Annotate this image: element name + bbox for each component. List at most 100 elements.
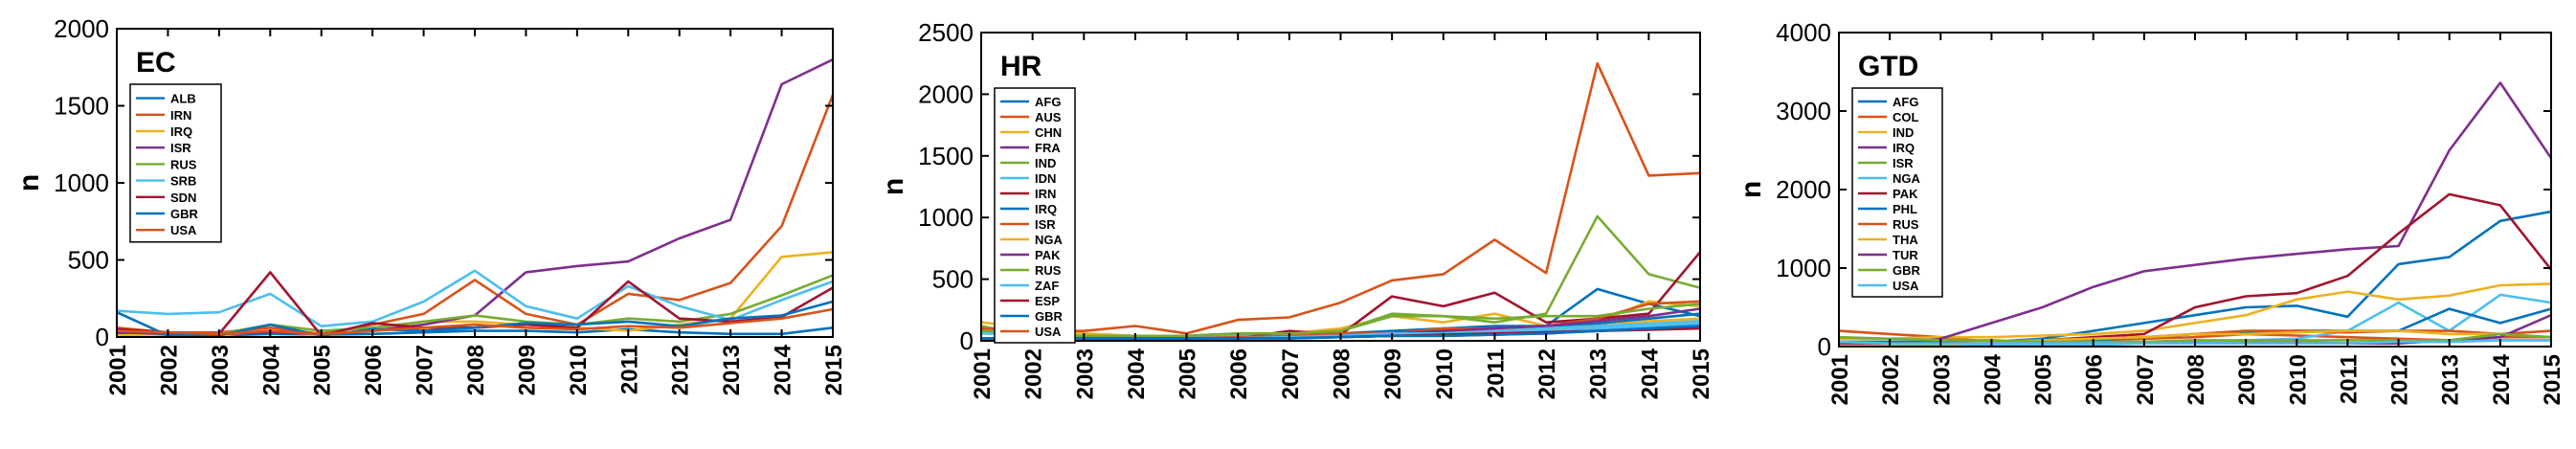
series-line-srb xyxy=(116,269,834,328)
y-tick-label: 2000 xyxy=(1776,175,1831,204)
series-line-usa xyxy=(980,61,1701,335)
x-tick-label: 2013 xyxy=(2438,354,2464,405)
x-tick-label: 2008 xyxy=(2184,354,2209,405)
legend-label-pak: PAK xyxy=(1893,187,1918,201)
x-tick-label: 2006 xyxy=(361,345,387,395)
x-tick-label: 2006 xyxy=(2082,354,2108,405)
y-tick-label: 4000 xyxy=(1776,18,1831,47)
x-tick-label: 2010 xyxy=(1432,348,1458,399)
y-tick-label: 500 xyxy=(932,265,974,294)
x-tick-label: 2001 xyxy=(105,345,131,395)
x-tick-label: 2012 xyxy=(1534,348,1560,399)
y-tick-label: 2500 xyxy=(918,18,974,47)
legend-label-col: COL xyxy=(1893,110,1919,124)
legend-label-alb: ALB xyxy=(170,92,196,106)
y-axis-label: n xyxy=(13,174,45,191)
y-tick-label: 1000 xyxy=(54,168,109,197)
legend-label-ind: IND xyxy=(1035,156,1056,170)
series-line-pak xyxy=(1839,192,2553,346)
x-tick-label: 2009 xyxy=(2234,354,2260,405)
legend-label-nga: NGA xyxy=(1893,171,1921,186)
y-tick-label: 2000 xyxy=(54,14,109,43)
gtd-panel: 0 1000 2000 3000 4000 2001 2002 2003 2004 2005 200… xyxy=(1736,18,2565,405)
legend-label-irq: IRQ xyxy=(1035,202,1057,216)
legend-label-afg: AFG xyxy=(1893,95,1918,109)
series-line-afg xyxy=(1838,210,2552,347)
x-tick-label: 2008 xyxy=(463,345,489,395)
legend-label-rus: RUS xyxy=(1893,217,1919,232)
y-tick-label: 3000 xyxy=(1776,97,1831,125)
legend-label-phl: PHL xyxy=(1893,202,1917,216)
x-tick-label: 2005 xyxy=(1176,348,1201,399)
plot-frame xyxy=(116,28,834,338)
x-tick-label: 2004 xyxy=(1124,348,1150,399)
y-axis-label: n xyxy=(1736,181,1767,198)
y-tick-label: 1000 xyxy=(918,203,974,232)
legend-label-irq: IRQ xyxy=(1893,141,1915,155)
x-tick-label: 2010 xyxy=(566,345,592,395)
x-tick-label: 2015 xyxy=(1689,348,1714,399)
panel-title: EC xyxy=(136,47,176,79)
panel-title: GTD xyxy=(1858,51,1918,82)
x-tick-label: 2011 xyxy=(2336,354,2362,404)
y-tick-label: 500 xyxy=(68,246,109,275)
x-tick-label: 2008 xyxy=(1330,348,1355,399)
x-tick-label: 2005 xyxy=(310,345,336,395)
legend-label-gbr: GBR xyxy=(1035,309,1064,324)
x-tick-label: 2015 xyxy=(2540,354,2565,405)
legend-label-chn: CHN xyxy=(1035,125,1062,140)
legend-label-fra: FRA xyxy=(1035,141,1061,155)
legend-label-usa: USA xyxy=(1893,279,1919,293)
x-tick-label: 2003 xyxy=(1072,348,1098,399)
legend-label-idn: IDN xyxy=(1035,171,1056,186)
x-tick-label: 2004 xyxy=(258,344,284,395)
x-tick-label: 2014 xyxy=(1637,348,1663,399)
legend-label-irn: IRN xyxy=(170,108,191,123)
legend-label-gbr: GBR xyxy=(170,207,199,221)
legend-label-tha: THA xyxy=(1893,233,1918,247)
legend-label-usa: USA xyxy=(1035,325,1062,339)
x-tick-label: 2006 xyxy=(1226,348,1252,399)
x-tick-label: 2015 xyxy=(821,345,847,395)
legend-label-irn: IRN xyxy=(1035,187,1056,201)
y-tick-label: 0 xyxy=(1818,332,1831,361)
legend-label-gbr: GBR xyxy=(1893,263,1921,278)
x-tick-label: 2014 xyxy=(771,344,796,395)
legend-label-pak: PAK xyxy=(1035,248,1061,262)
plot-frame xyxy=(1838,32,2552,348)
legend-label-isr: ISR xyxy=(1893,156,1914,170)
x-tick-label: 2001 xyxy=(970,348,996,399)
y-tick-label: 0 xyxy=(96,323,109,351)
x-tick-label: 2001 xyxy=(1827,354,1853,405)
series-line-irn xyxy=(116,94,835,336)
x-tick-label: 2013 xyxy=(719,345,745,395)
x-tick-label: 2011 xyxy=(616,345,642,394)
x-tick-label: 2002 xyxy=(156,345,182,395)
legend-label-usa: USA xyxy=(170,223,197,237)
y-tick-label: 2000 xyxy=(918,79,974,108)
legend-label-isr: ISR xyxy=(1035,217,1056,232)
legend-label-sdn: SDN xyxy=(170,191,196,205)
x-tick-label: 2002 xyxy=(1021,348,1047,399)
series-line-isr xyxy=(116,58,834,336)
x-tick-label: 2011 xyxy=(1483,348,1509,398)
series-line-ind xyxy=(1839,282,2552,341)
x-tick-label: 2003 xyxy=(208,345,234,395)
legend-label-rus: RUS xyxy=(1035,263,1062,278)
y-tick-label: 1500 xyxy=(54,92,109,121)
x-tick-label: 2003 xyxy=(1929,354,1955,405)
x-tick-label: 2012 xyxy=(2387,354,2413,405)
series-line-rus xyxy=(980,303,1701,338)
legend-label-irq: IRQ xyxy=(170,124,192,139)
panel-title: HR xyxy=(1000,51,1042,82)
x-tick-label: 2007 xyxy=(2133,354,2159,405)
legend-label-isr: ISR xyxy=(170,141,191,155)
plot-frame xyxy=(980,32,1701,342)
x-tick-label: 2009 xyxy=(1380,348,1406,399)
x-tick-label: 2007 xyxy=(413,345,438,395)
series-line-usa xyxy=(116,307,834,336)
x-tick-label: 2012 xyxy=(668,345,694,395)
y-tick-label: 1000 xyxy=(1776,254,1831,282)
y-tick-label: 1500 xyxy=(918,142,974,170)
